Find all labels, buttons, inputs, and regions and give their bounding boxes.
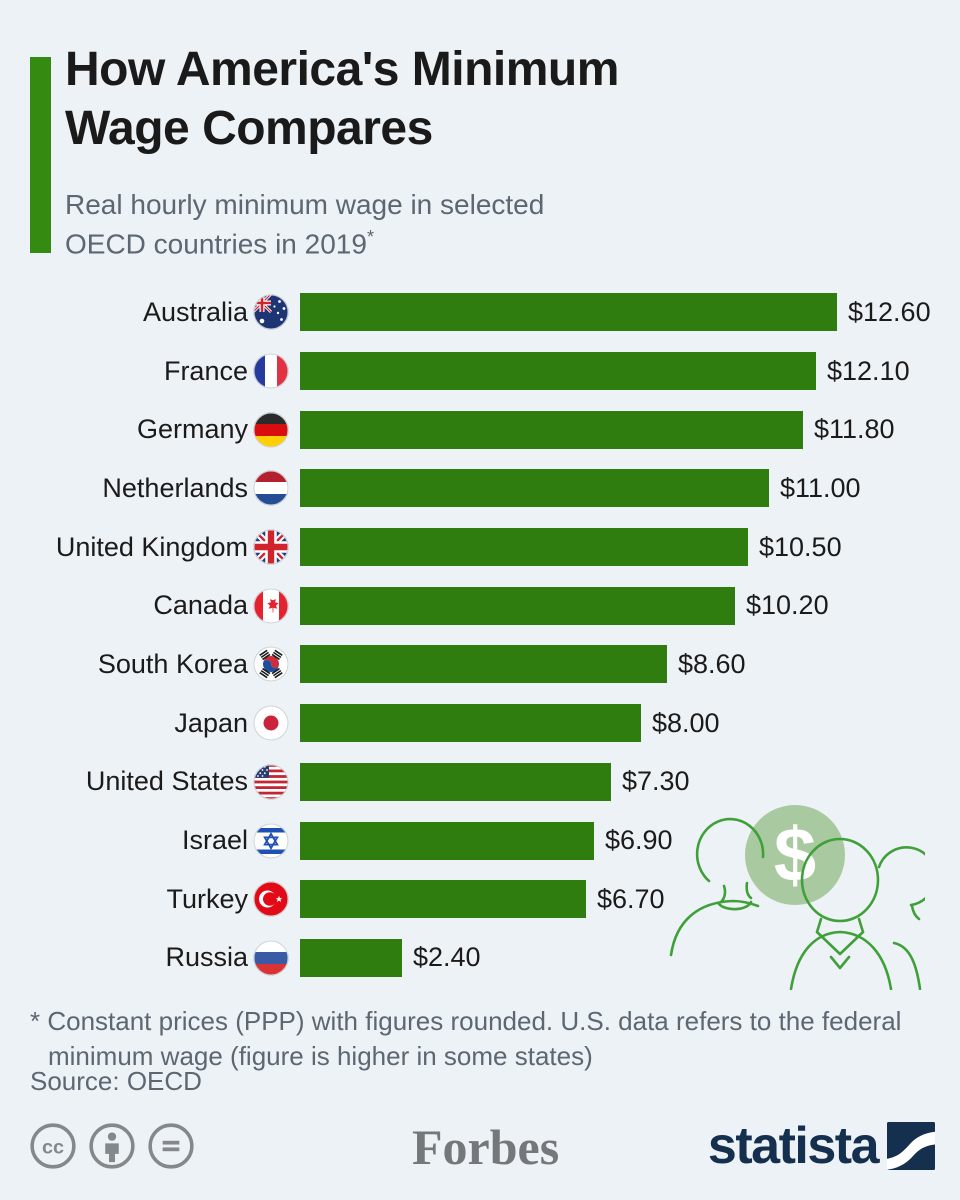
flag-canada-icon xyxy=(253,588,289,624)
wage-bar xyxy=(300,645,667,684)
wage-bar xyxy=(300,410,803,449)
chart-row: Russia $2.40 xyxy=(0,929,960,988)
country-label: Japan xyxy=(174,707,248,738)
source-label: Source: OECD xyxy=(30,1066,202,1096)
flag-russia-icon xyxy=(253,940,289,976)
chart-row: Australia $12.60 xyxy=(0,283,960,342)
flag-germany-icon xyxy=(253,412,289,448)
no-derivatives-icon[interactable] xyxy=(146,1121,196,1171)
forbes-logo[interactable]: Forbes xyxy=(412,1119,560,1175)
wage-bar xyxy=(300,293,837,332)
page-title: How America's Minimum Wage Compares xyxy=(65,40,619,158)
country-label: Australia xyxy=(142,296,248,327)
people-outline-icon xyxy=(669,817,925,990)
country-label: United Kingdom xyxy=(55,531,248,562)
value-label: $10.50 xyxy=(759,531,842,562)
country-label: France xyxy=(163,355,248,386)
statista-mark-icon xyxy=(887,1122,935,1170)
chart-row: South Korea $8.60 xyxy=(0,635,960,694)
flag-france-icon xyxy=(253,353,289,389)
flag-south-korea-icon xyxy=(253,646,289,682)
wage-bar xyxy=(300,704,641,743)
value-label: $2.40 xyxy=(413,942,481,973)
value-label: $12.10 xyxy=(827,355,910,386)
footnote-marker: * xyxy=(366,226,374,247)
chart-row: United Kingdom $10.50 xyxy=(0,518,960,577)
chart-row: Japan $8.00 xyxy=(0,694,960,753)
value-label: $6.90 xyxy=(605,825,673,856)
subtitle-line1: Real hourly minimum wage in selected xyxy=(65,189,545,220)
country-label: Israel xyxy=(181,825,248,856)
statista-wordmark: statista xyxy=(707,1117,880,1175)
flag-united-kingdom-icon xyxy=(253,529,289,565)
wage-bar xyxy=(300,821,594,860)
value-label: $11.00 xyxy=(780,472,861,503)
wage-bar xyxy=(300,880,586,919)
flag-netherlands-icon xyxy=(253,470,289,506)
value-label: $10.20 xyxy=(746,590,829,621)
bar-chart: Australia $12.60 France $12.10 Germany $11… xyxy=(0,283,960,987)
coin-circle-icon xyxy=(745,805,845,905)
country-label: Netherlands xyxy=(102,472,248,503)
chart-row: Turkey $6.70 xyxy=(0,870,960,929)
value-label: $12.60 xyxy=(848,296,931,327)
chart-footnote: * Constant prices (PPP) with figures rou… xyxy=(30,1004,928,1074)
country-label: United States xyxy=(85,766,248,797)
title-line2: Wage Compares xyxy=(65,102,433,156)
flag-japan-icon xyxy=(253,705,289,741)
footnote-line1: * Constant prices (PPP) with figures rou… xyxy=(30,1006,902,1036)
value-label: $6.70 xyxy=(597,883,665,914)
wage-bar xyxy=(300,762,611,801)
flag-israel-icon xyxy=(253,823,289,859)
license-badges: cc xyxy=(28,1121,196,1171)
flag-turkey-icon xyxy=(253,881,289,917)
header-accent-bar xyxy=(30,57,51,253)
chart-row: United States $7.30 xyxy=(0,753,960,812)
wage-bar xyxy=(300,352,816,391)
chart-row: Germany $11.80 xyxy=(0,400,960,459)
wage-bar xyxy=(300,528,748,567)
country-label: Russia xyxy=(165,942,248,973)
wage-bar xyxy=(300,938,402,977)
wage-bar xyxy=(300,586,735,625)
money-people-illustration: $ xyxy=(669,805,925,990)
country-label: Canada xyxy=(153,590,248,621)
attribution-icon[interactable] xyxy=(87,1121,137,1171)
chart-row: Israel $6.90 xyxy=(0,811,960,870)
chart-row: Canada $10.20 xyxy=(0,576,960,635)
statista-logo[interactable]: statista xyxy=(708,1120,935,1172)
value-label: $11.80 xyxy=(814,414,895,445)
chart-row: Netherlands $11.00 xyxy=(0,459,960,518)
country-label: Germany xyxy=(136,414,248,445)
value-label: $7.30 xyxy=(622,766,690,797)
flag-australia-icon xyxy=(253,294,289,330)
country-label: South Korea xyxy=(97,648,248,679)
cc-icon[interactable]: cc xyxy=(28,1121,78,1171)
title-line1: How America's Minimum xyxy=(65,43,619,96)
country-label: Turkey xyxy=(166,883,248,914)
svg-text:cc: cc xyxy=(42,1136,64,1158)
value-label: $8.00 xyxy=(652,707,720,738)
subtitle-line2: OECD countries in 2019 xyxy=(65,227,367,259)
value-label: $8.60 xyxy=(678,648,746,679)
wage-bar xyxy=(300,469,769,508)
chart-row: France $12.10 xyxy=(0,342,960,401)
chart-subtitle: Real hourly minimum wage in selected OECD… xyxy=(65,186,544,264)
flag-united-states-icon xyxy=(253,764,289,800)
footnote-line2: minimum wage (figure is higher in some s… xyxy=(48,1041,593,1072)
